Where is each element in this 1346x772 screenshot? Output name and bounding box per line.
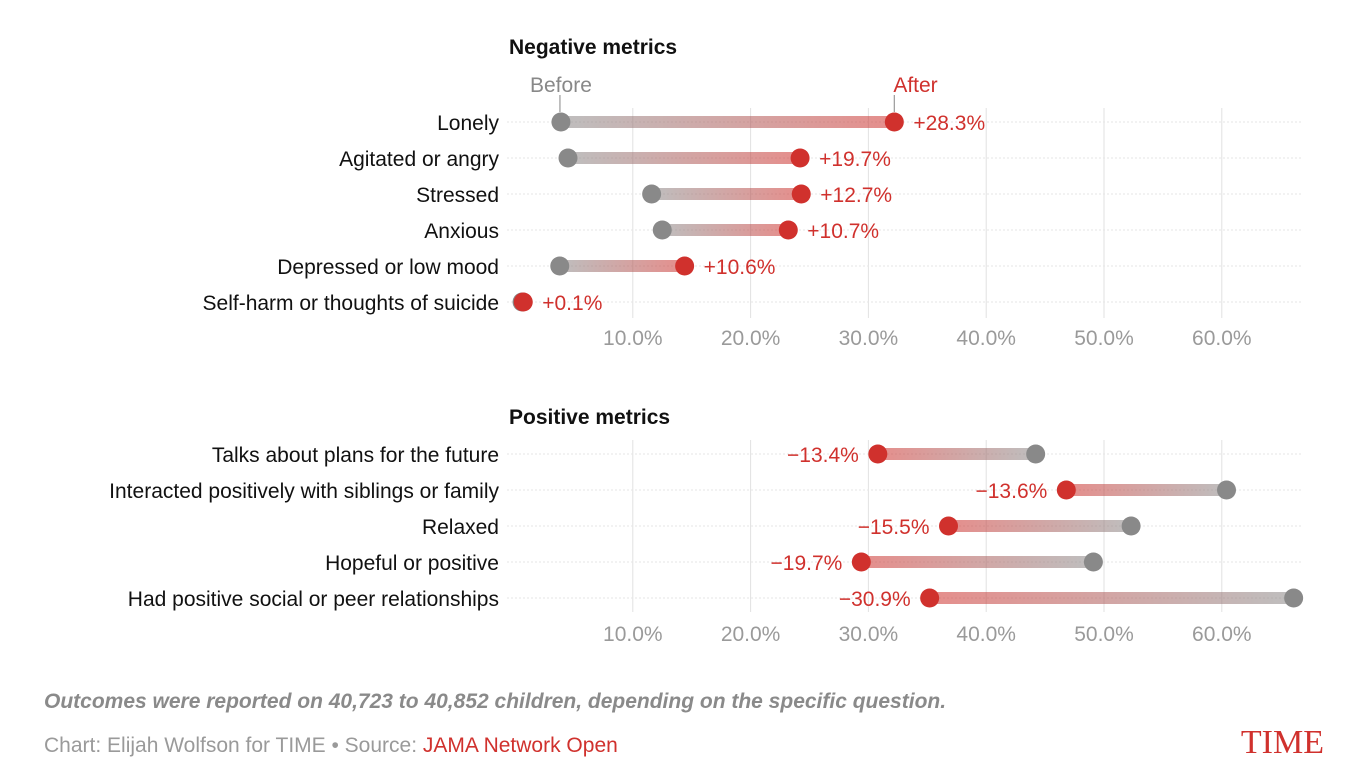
x-tick-label: 30.0% bbox=[839, 327, 899, 350]
before-dot bbox=[551, 112, 571, 132]
dumbbell-bar bbox=[568, 152, 801, 164]
credit-line: Chart: Elijah Wolfson for TIME • Source:… bbox=[44, 734, 618, 758]
x-tick-label: 60.0% bbox=[1192, 327, 1252, 350]
after-dot bbox=[791, 184, 811, 204]
chart-title: Negative metrics bbox=[509, 36, 677, 59]
before-dot bbox=[1026, 444, 1046, 464]
category-label: Anxious bbox=[424, 220, 499, 243]
after-dot bbox=[939, 516, 959, 536]
x-tick-label: 10.0% bbox=[603, 623, 663, 646]
change-label: −30.9% bbox=[839, 588, 911, 611]
after-dot bbox=[920, 588, 940, 608]
change-label: +12.7% bbox=[820, 184, 892, 207]
before-dot bbox=[1284, 588, 1304, 608]
change-label: +10.7% bbox=[807, 220, 879, 243]
category-label: Self-harm or thoughts of suicide bbox=[203, 292, 499, 315]
x-tick-label: 50.0% bbox=[1074, 327, 1134, 350]
dumbbell-bar bbox=[1066, 484, 1227, 496]
dumbbell-bar bbox=[861, 556, 1094, 568]
x-tick-label: 30.0% bbox=[839, 623, 899, 646]
change-label: +10.6% bbox=[704, 256, 776, 279]
dumbbell-bar bbox=[560, 116, 895, 128]
dumbbell-bar bbox=[662, 224, 789, 236]
after-dot bbox=[675, 256, 695, 276]
change-label: +28.3% bbox=[913, 112, 985, 135]
change-label: +19.7% bbox=[819, 148, 891, 171]
x-tick-label: 40.0% bbox=[956, 623, 1016, 646]
after-dot bbox=[868, 444, 888, 464]
before-dot bbox=[652, 220, 672, 240]
source-link[interactable]: JAMA Network Open bbox=[422, 734, 618, 757]
before-dot bbox=[1083, 552, 1103, 572]
dumbbell-bar bbox=[948, 520, 1132, 532]
after-dot bbox=[513, 292, 533, 312]
category-label: Depressed or low mood bbox=[277, 256, 499, 279]
x-tick-label: 60.0% bbox=[1192, 623, 1252, 646]
x-tick-label: 10.0% bbox=[603, 327, 663, 350]
category-label: Had positive social or peer relationship… bbox=[128, 588, 499, 611]
after-marker-label: After bbox=[893, 74, 937, 97]
category-label: Interacted positively with siblings or f… bbox=[109, 480, 499, 503]
category-label: Talks about plans for the future bbox=[212, 444, 499, 467]
x-tick-label: 20.0% bbox=[721, 327, 781, 350]
dumbbell-bar bbox=[929, 592, 1294, 604]
before-dot bbox=[558, 148, 578, 168]
x-tick-label: 40.0% bbox=[956, 327, 1016, 350]
change-label: −13.4% bbox=[787, 444, 859, 467]
change-label: +0.1% bbox=[542, 292, 602, 315]
dumbbell-bar bbox=[877, 448, 1036, 460]
before-dot bbox=[642, 184, 662, 204]
after-dot bbox=[790, 148, 810, 168]
after-dot bbox=[851, 552, 871, 572]
change-label: −15.5% bbox=[858, 516, 930, 539]
credit-text: Chart: Elijah Wolfson for TIME • Source: bbox=[44, 734, 423, 757]
category-label: Agitated or angry bbox=[339, 148, 499, 171]
category-label: Relaxed bbox=[422, 516, 499, 539]
dumbbell-bar bbox=[651, 188, 802, 200]
after-dot bbox=[1056, 480, 1076, 500]
change-label: −19.7% bbox=[771, 552, 843, 575]
before-marker-label: Before bbox=[530, 74, 592, 97]
after-dot bbox=[884, 112, 904, 132]
footnote: Outcomes were reported on 40,723 to 40,8… bbox=[44, 690, 947, 713]
x-tick-label: 20.0% bbox=[721, 623, 781, 646]
before-dot bbox=[1121, 516, 1141, 536]
category-label: Hopeful or positive bbox=[325, 552, 499, 575]
time-logo: TIME bbox=[1240, 724, 1324, 761]
after-dot bbox=[778, 220, 798, 240]
category-label: Lonely bbox=[437, 112, 499, 135]
chart-title: Positive metrics bbox=[509, 406, 670, 429]
category-label: Stressed bbox=[416, 184, 499, 207]
dumbbell-bar bbox=[559, 260, 685, 272]
before-dot bbox=[550, 256, 570, 276]
change-label: −13.6% bbox=[975, 480, 1047, 503]
before-dot bbox=[1217, 480, 1237, 500]
x-tick-label: 50.0% bbox=[1074, 623, 1134, 646]
